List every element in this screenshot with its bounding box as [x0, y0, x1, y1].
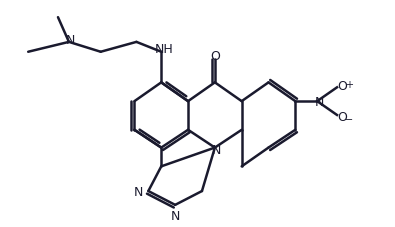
- Text: O: O: [210, 50, 220, 63]
- Text: +: +: [345, 80, 353, 90]
- Text: −: −: [345, 114, 353, 124]
- Text: N: N: [171, 209, 180, 222]
- Text: O: O: [337, 111, 347, 124]
- Text: O: O: [337, 79, 347, 92]
- Text: N: N: [134, 185, 143, 198]
- Text: N: N: [66, 34, 75, 47]
- Text: NH: NH: [155, 43, 174, 56]
- Text: N: N: [212, 143, 222, 156]
- Text: N: N: [314, 95, 324, 108]
